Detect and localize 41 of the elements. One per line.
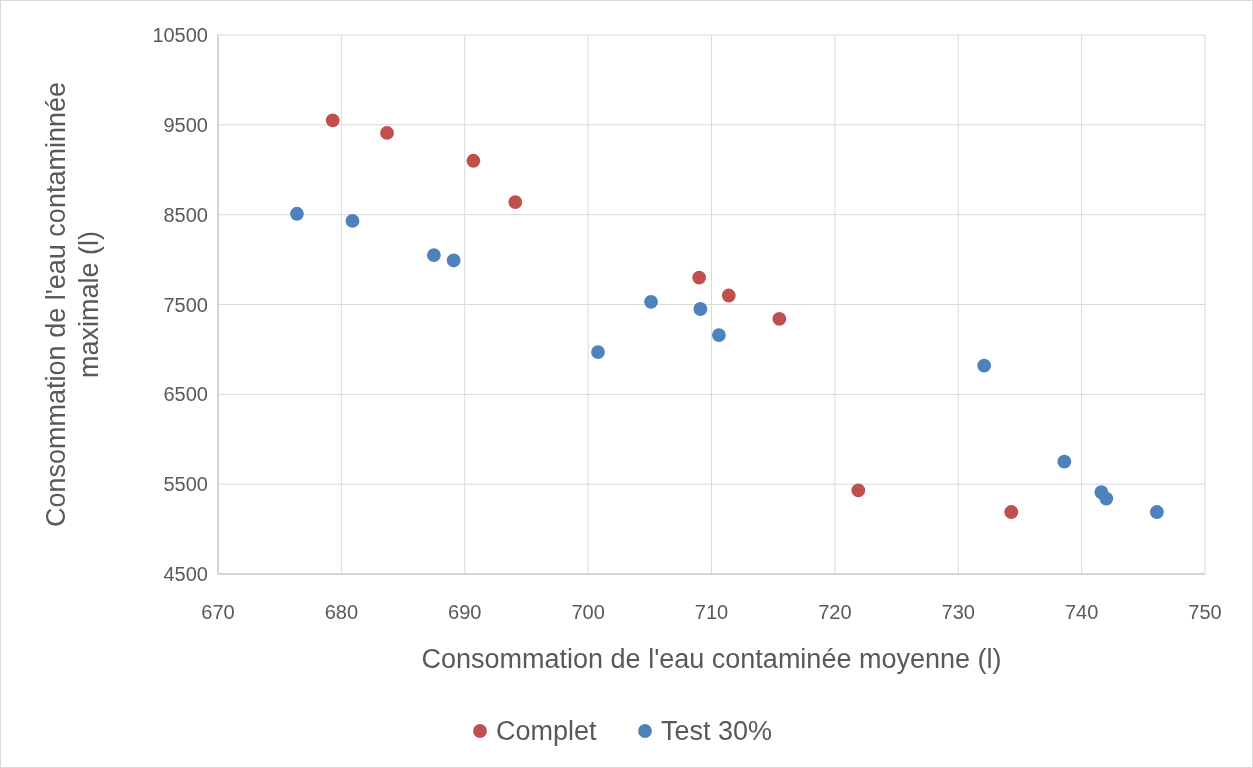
x-axis-title: Consommation de l'eau contaminée moyenne (l): [421, 644, 1002, 674]
point: [1149, 505, 1164, 519]
point: [345, 214, 360, 228]
point: [290, 206, 304, 221]
x-tick-label: 740: [1064, 601, 1099, 623]
x-tick-label: 680: [324, 601, 359, 623]
y-tick-label: 8500: [163, 203, 208, 226]
y-tick-label: 5500: [163, 473, 208, 496]
point: [692, 270, 707, 285]
point: [591, 345, 605, 360]
point: [508, 195, 523, 209]
y-tick-label: 10500: [152, 24, 208, 46]
y-tick-label: 9500: [163, 113, 208, 136]
point: [693, 302, 708, 316]
point: [1004, 505, 1019, 519]
point: [325, 113, 340, 128]
point: [380, 126, 394, 140]
x-tick-label: 720: [818, 601, 852, 623]
x-tick-label: 700: [571, 601, 605, 623]
point: [1057, 454, 1072, 469]
x-tick-label: 750: [1188, 601, 1222, 623]
point: [711, 328, 726, 342]
point: [977, 358, 992, 373]
y-tick-label: 4500: [163, 563, 208, 585]
point: [1099, 491, 1114, 506]
point: [644, 294, 658, 309]
y-tick-label: 6500: [163, 383, 208, 406]
legend-label: Test 30%: [661, 716, 773, 747]
point: [466, 153, 481, 168]
x-tick-label: 690: [448, 601, 482, 623]
y-tick-label: 7500: [163, 293, 208, 316]
point: [721, 288, 736, 303]
x-tick-label: 730: [941, 601, 975, 623]
legend-label: Complet: [496, 716, 598, 747]
point: [446, 253, 461, 268]
x-tick-label: 670: [201, 601, 235, 623]
y-axis-title: Consommation de l'eau contaminnée maximale (l): [41, 82, 104, 527]
point: [851, 483, 866, 498]
x-tick-label: 710: [694, 601, 729, 623]
point: [772, 311, 787, 326]
point: [427, 248, 441, 262]
